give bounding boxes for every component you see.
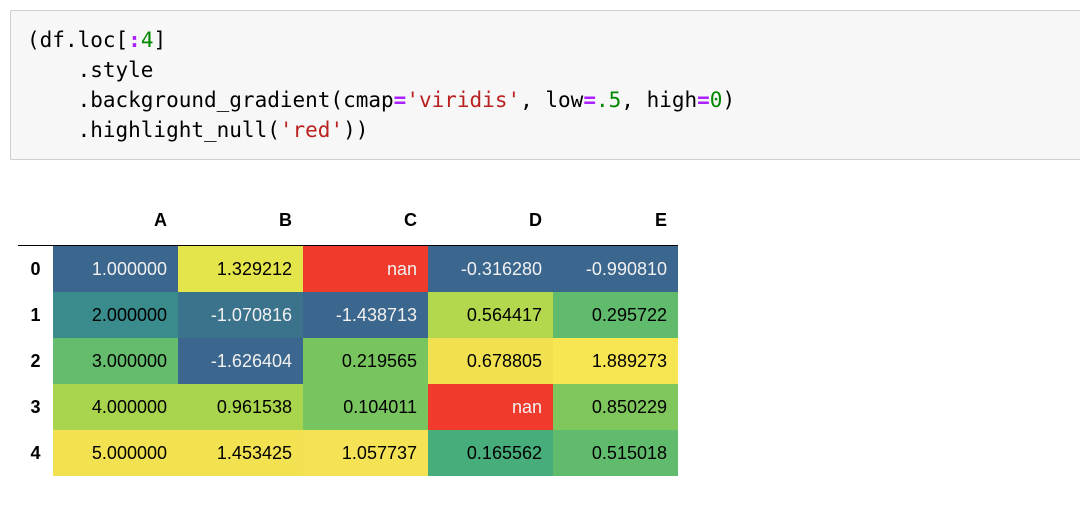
table-cell: 1.057737 bbox=[303, 430, 428, 476]
table-cell: -1.626404 bbox=[178, 338, 303, 384]
column-header-a: A bbox=[53, 196, 178, 246]
table-cell: 0.515018 bbox=[553, 430, 678, 476]
table-cell: -1.438713 bbox=[303, 292, 428, 338]
table-cell: 1.453425 bbox=[178, 430, 303, 476]
code-token: : bbox=[128, 28, 141, 52]
table-cell: -1.070816 bbox=[178, 292, 303, 338]
row-index: 4 bbox=[30, 442, 41, 463]
code-token: .background_gradient(cmap bbox=[27, 88, 394, 112]
column-header-b: B bbox=[178, 196, 303, 246]
table-cell: -0.316280 bbox=[428, 245, 553, 292]
code-token: .style bbox=[27, 58, 154, 82]
code-token: ) bbox=[722, 88, 736, 112]
code-token: ( bbox=[27, 28, 40, 52]
table-cell: -0.990810 bbox=[553, 245, 678, 292]
code-line: .highlight_null('red')) bbox=[27, 115, 1080, 145]
table-cell: 0.165562 bbox=[428, 430, 553, 476]
code-token: = bbox=[583, 88, 596, 112]
table-row: 0 1.000000 1.329212 nan -0.316280 -0.990810 bbox=[18, 245, 678, 292]
table-cell: 1.889273 bbox=[553, 338, 678, 384]
dataframe-table: A B C D E 0 1.000000 1.329212 nan -0.316280-… bbox=[18, 196, 678, 476]
table-cell: 0.219565 bbox=[303, 338, 428, 384]
column-header-e: E bbox=[553, 196, 678, 246]
table-cell: 5.000000 bbox=[53, 430, 178, 476]
code-cell[interactable]: (df.loc[:4] .style .background_gradient(… bbox=[10, 10, 1080, 160]
table-cell: nan bbox=[428, 384, 553, 430]
code-token: = bbox=[393, 88, 407, 112]
table-cell: 0.850229 bbox=[553, 384, 678, 430]
code-token: 0 bbox=[709, 88, 723, 112]
table-row: 1 2.000000 -1.070816 -1.438713 0.564417 0.295… bbox=[18, 292, 678, 338]
column-header-d: D bbox=[428, 196, 553, 246]
code-token: = bbox=[697, 88, 710, 112]
code-token: )) bbox=[343, 118, 369, 142]
table-cell: 4.000000 bbox=[53, 384, 178, 430]
code-line: .background_gradient(cmap='viridis', low… bbox=[27, 85, 1080, 115]
code-token: .highlight_null( bbox=[27, 118, 280, 142]
table-header-row: A B C D E bbox=[18, 196, 678, 246]
code-token: ] bbox=[153, 28, 167, 52]
table-row: 2 3.000000 -1.626404 0.219565 0.678805 1.8892… bbox=[18, 338, 678, 384]
code-token: , low bbox=[520, 88, 584, 112]
table-cell: 1.000000 bbox=[53, 245, 178, 292]
code-token: .5 bbox=[595, 88, 622, 112]
row-index: 0 bbox=[30, 258, 41, 279]
table-cell: nan bbox=[303, 245, 428, 292]
code-line: .style bbox=[27, 55, 1080, 85]
row-index: 1 bbox=[30, 304, 41, 325]
table-cell: 1.329212 bbox=[178, 245, 303, 292]
table-cell: 0.104011 bbox=[303, 384, 428, 430]
table-row: 3 4.000000 0.961538 0.104011 nan 0.850229 bbox=[18, 384, 678, 430]
index-header bbox=[18, 196, 53, 246]
table-cell: 0.564417 bbox=[428, 292, 553, 338]
code-token: df.loc[ bbox=[39, 28, 129, 52]
table-row: 4 5.000000 1.453425 1.057737 0.165562 0.51501… bbox=[18, 430, 678, 476]
row-index: 3 bbox=[30, 396, 41, 417]
column-header-c: C bbox=[303, 196, 428, 246]
output-area: A B C D E 0 1.000000 1.329212 nan -0.316280-… bbox=[18, 196, 678, 476]
code-token: , high bbox=[621, 88, 698, 112]
code-token: 'viridis' bbox=[406, 88, 521, 112]
table-cell: 3.000000 bbox=[53, 338, 178, 384]
code-line: (df.loc[:4] bbox=[27, 25, 1080, 55]
table-cell: 0.961538 bbox=[178, 384, 303, 430]
code-token: 4 bbox=[140, 28, 154, 52]
code-token: 'red' bbox=[279, 118, 344, 142]
table-cell: 0.678805 bbox=[428, 338, 553, 384]
row-index: 2 bbox=[30, 350, 41, 371]
table-cell: 2.000000 bbox=[53, 292, 178, 338]
table-cell: 0.295722 bbox=[553, 292, 678, 338]
